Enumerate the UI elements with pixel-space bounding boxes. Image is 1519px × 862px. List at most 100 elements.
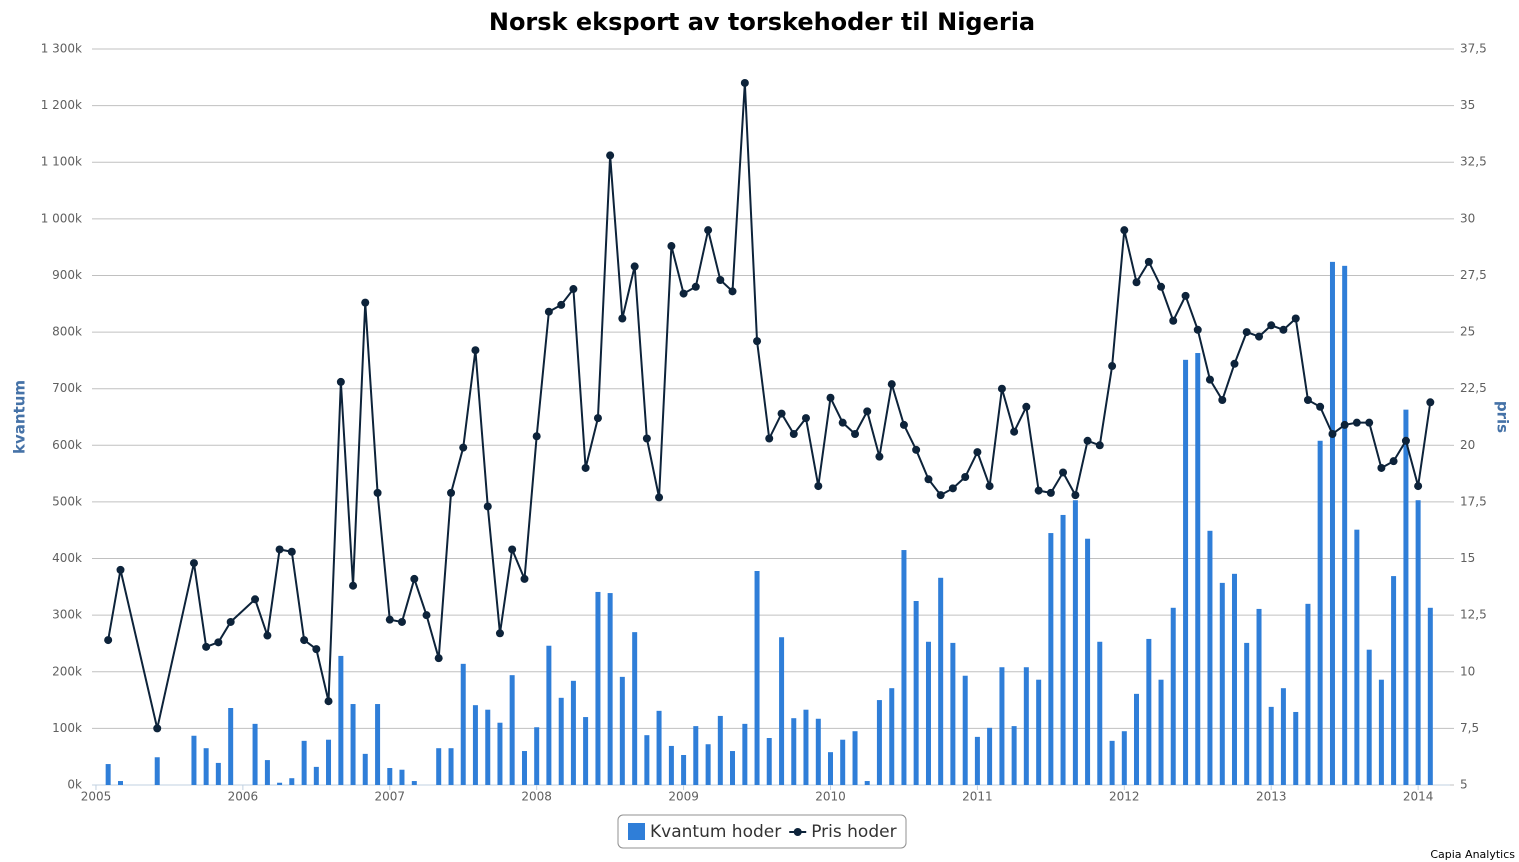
point <box>1389 457 1398 466</box>
bar <box>326 739 332 785</box>
bar <box>803 709 809 785</box>
point <box>899 420 908 429</box>
point <box>851 429 860 438</box>
bar <box>252 723 258 785</box>
y2-tick-label: 15 <box>1460 551 1475 565</box>
point <box>422 611 431 620</box>
x-tick-label: 2014 <box>1403 790 1434 804</box>
bar <box>987 727 993 785</box>
bar <box>791 718 797 785</box>
point <box>765 434 774 443</box>
bar <box>350 704 356 785</box>
point <box>948 484 957 493</box>
y2-tick-label: 30 <box>1460 211 1475 225</box>
bar <box>742 723 748 785</box>
bar <box>840 739 846 785</box>
point <box>1303 396 1312 405</box>
bar <box>766 738 772 785</box>
bar <box>1072 500 1078 785</box>
y2-tick-label: 10 <box>1460 664 1475 678</box>
y-tick-label: 900k <box>52 268 82 282</box>
bar <box>375 704 381 785</box>
point <box>397 617 406 626</box>
bar <box>938 577 944 785</box>
bar <box>521 751 527 785</box>
point <box>373 488 382 497</box>
bar <box>1036 679 1042 785</box>
x-tick-label: 2011 <box>962 790 993 804</box>
bar <box>1048 533 1054 785</box>
y2-tick-label: 27,5 <box>1460 268 1487 282</box>
y2-tick-label: 12,5 <box>1460 608 1487 622</box>
point <box>1255 332 1264 341</box>
y2-tick-label: 35 <box>1460 98 1475 112</box>
point <box>226 617 235 626</box>
point <box>1291 314 1300 323</box>
point <box>1157 282 1166 291</box>
y2-tick-label: 20 <box>1460 438 1475 452</box>
bar <box>301 740 307 785</box>
point <box>569 285 578 294</box>
credit: Capia Analytics <box>1430 848 1515 861</box>
point <box>1365 418 1374 427</box>
bar <box>1329 261 1335 785</box>
point <box>287 547 296 556</box>
bar <box>546 645 552 785</box>
y-tick-label: 1 100k <box>41 155 82 169</box>
point <box>189 559 198 568</box>
point <box>1316 402 1325 411</box>
point <box>1328 429 1337 438</box>
bar <box>362 753 368 785</box>
point <box>1181 291 1190 300</box>
point <box>691 282 700 291</box>
point <box>385 615 394 624</box>
point <box>324 697 333 706</box>
y2-tick-label: 17,5 <box>1460 494 1487 508</box>
bar <box>827 752 833 785</box>
bar <box>864 781 870 785</box>
point <box>838 418 847 427</box>
bar <box>1023 667 1029 785</box>
bar <box>705 744 711 785</box>
bar <box>436 748 442 785</box>
point <box>1144 257 1153 266</box>
bar <box>203 748 209 785</box>
y2-tick-label: 25 <box>1460 325 1475 339</box>
y-tick-label: 600k <box>52 438 82 452</box>
bar <box>570 680 576 785</box>
bar <box>1097 641 1103 785</box>
point <box>1279 325 1288 334</box>
y-tick-label: 500k <box>52 494 82 508</box>
bar <box>1244 642 1250 785</box>
point <box>912 445 921 454</box>
bar <box>154 757 160 785</box>
y2-tick-label: 7,5 <box>1460 721 1479 735</box>
bar <box>1219 582 1225 785</box>
point <box>814 482 823 491</box>
bar <box>876 700 882 785</box>
bar <box>1342 265 1348 785</box>
point <box>924 475 933 484</box>
bar <box>1146 638 1152 785</box>
y-axis-title: kvantum <box>11 380 29 454</box>
point <box>1352 418 1361 427</box>
point <box>581 463 590 472</box>
point <box>447 488 456 497</box>
bar <box>411 781 417 785</box>
bar <box>264 760 270 785</box>
bar <box>485 709 491 785</box>
point <box>275 545 284 554</box>
point <box>1377 463 1386 472</box>
y2-tick-label: 37,5 <box>1460 42 1487 56</box>
bar <box>1403 409 1409 785</box>
bar <box>1060 514 1066 785</box>
point <box>459 443 468 452</box>
bar <box>668 745 674 785</box>
point <box>618 314 627 323</box>
point <box>1340 420 1349 429</box>
point <box>753 337 762 346</box>
bar <box>117 781 123 785</box>
bar <box>754 570 760 785</box>
point <box>887 380 896 389</box>
x-tick-label: 2008 <box>521 790 552 804</box>
